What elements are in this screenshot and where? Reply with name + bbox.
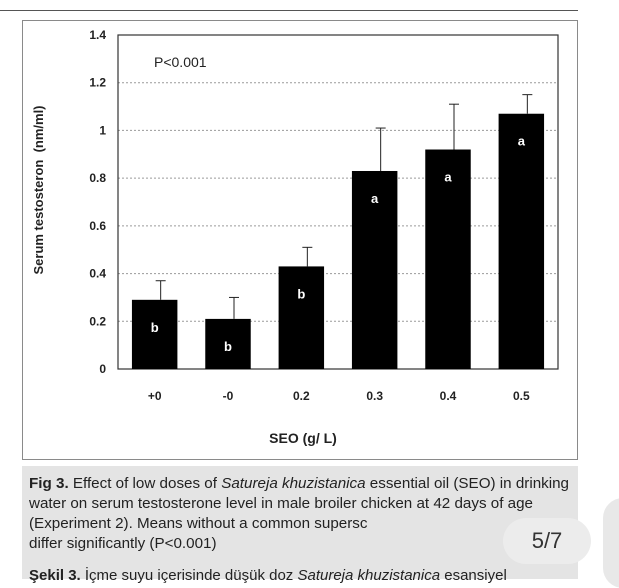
bar <box>425 149 471 369</box>
x-tick-label: 0.4 <box>440 389 457 403</box>
bar <box>278 266 325 369</box>
bar-label: a <box>371 191 379 206</box>
x-tick-label: 0.3 <box>366 389 383 403</box>
next-caption-text-part-2: esansiyel <box>440 567 507 584</box>
side-tab[interactable] <box>603 498 619 588</box>
x-tick-label: -0 <box>223 389 234 403</box>
x-tick-label: 0.2 <box>293 389 310 403</box>
figure-caption: Fig 3. Effect of low doses of Satureja k… <box>22 466 578 584</box>
next-caption-species: Satureja khuzistanica <box>297 567 441 584</box>
bar-label: a <box>518 134 526 149</box>
bar-label: a <box>444 170 452 185</box>
x-tick-label: 0.5 <box>513 389 530 403</box>
bar <box>351 170 398 369</box>
p-value-annotation: P<0.001 <box>154 54 207 70</box>
bar <box>498 113 545 369</box>
bar-label: b <box>297 286 305 301</box>
x-axis-label: SEO (g/ L) <box>269 430 337 446</box>
y-axis-label: Serum testosteron (nm/ml) <box>31 105 46 274</box>
x-tick-label: +0 <box>148 389 162 403</box>
caption-text-part-3: differ significantly (P<0.001) <box>29 535 217 552</box>
next-caption-text-part-1: İçme suyu içerisinde düşük doz <box>80 567 298 584</box>
bar-label: b <box>224 339 232 354</box>
next-caption-label: Şekil 3. <box>29 567 81 584</box>
next-caption: Şekil 3. İçme suyu içerisinde düşük doz … <box>29 566 507 586</box>
bar <box>205 318 251 369</box>
y-tick-label: 1.4 <box>89 28 106 42</box>
caption-text: Fig 3. Effect of low doses of Satureja k… <box>29 474 570 554</box>
plot-area <box>117 34 559 370</box>
caption-species: Satureja khuzistanica <box>221 475 366 492</box>
y-tick-label: 0.6 <box>89 219 106 233</box>
y-tick-label: 1 <box>99 123 106 137</box>
caption-text-part-2: essential oil (SEO) in drinking water on… <box>29 475 570 532</box>
figure-frame: b b b a a a 0 0.2 0.4 0.6 0.8 1 1.2 1.4 +0 -0 0.2 0.3 0.… <box>22 20 578 460</box>
caption-text-part-1: Effect of low doses of <box>68 475 222 492</box>
page-indicator[interactable]: 5/7 <box>503 518 591 564</box>
bar <box>131 299 178 369</box>
y-tick-label: 0.4 <box>89 267 106 281</box>
bar-chart: b b b a a a 0 0.2 0.4 0.6 0.8 1 1.2 1.4 +0 -0 0.2 0.3 0.… <box>31 28 559 446</box>
y-tick-label: 1.2 <box>89 76 106 90</box>
caption-label: Fig 3. <box>29 475 69 492</box>
y-tick-label: 0.2 <box>89 314 106 328</box>
bar-label: b <box>151 320 159 335</box>
top-rule <box>0 10 578 11</box>
y-tick-label: 0 <box>99 362 106 376</box>
y-tick-label: 0.8 <box>89 171 106 185</box>
